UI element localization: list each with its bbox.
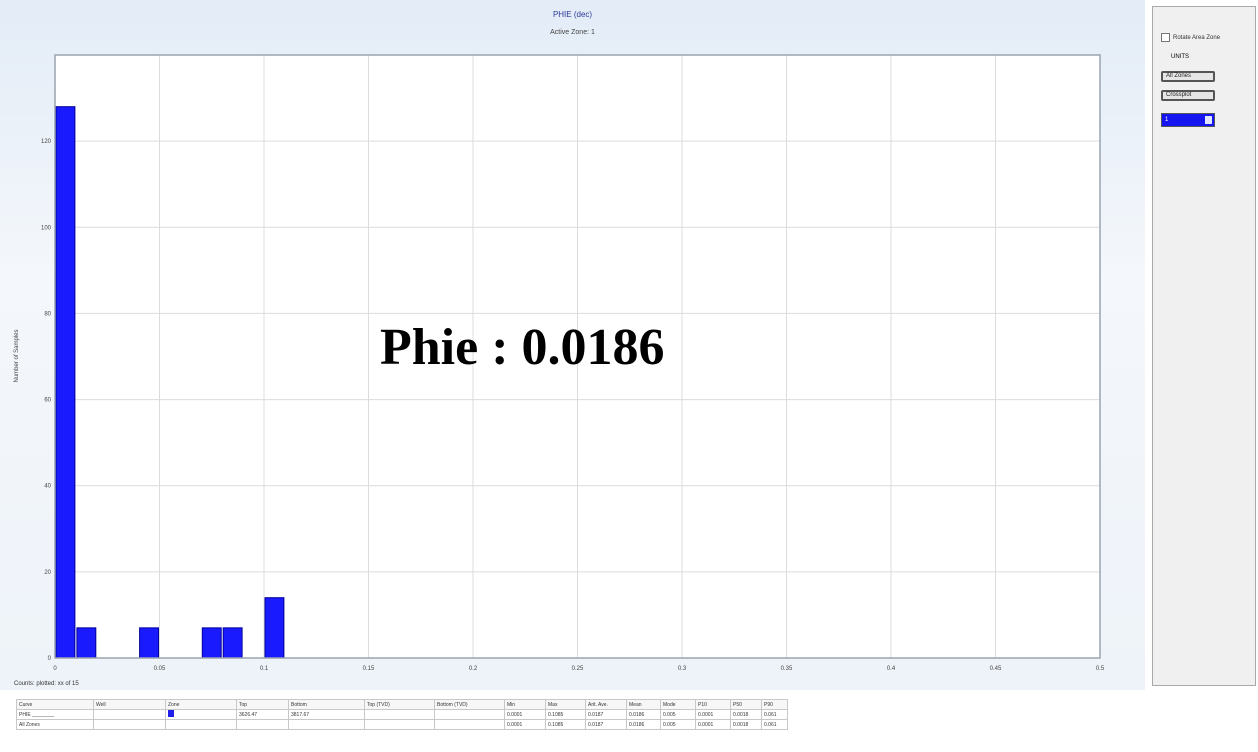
histogram-bar — [76, 627, 97, 659]
table-cell: 3626.47 — [236, 709, 289, 720]
all-zones-button[interactable]: All Zones — [1161, 71, 1215, 82]
x-tick-label: 0.45 — [990, 666, 1002, 672]
y-tick-labels: 0 20 40 60 80 100 120 — [41, 139, 52, 662]
table-cell — [434, 709, 505, 720]
stats-table: Curve Well Zone Top Bottom Top (TVD) Bot… — [16, 699, 788, 730]
table-cell: 0.1085 — [545, 709, 586, 720]
col-header: Bottom — [288, 699, 365, 710]
y-axis-label: Number of Samples — [14, 329, 20, 382]
y-tick-label: 120 — [41, 139, 52, 145]
x-tick-label: 0.15 — [363, 666, 375, 672]
table-cell: 0.0001 — [695, 709, 731, 720]
table-cell: PHIE ________ — [16, 709, 94, 720]
plot-frame — [54, 54, 1101, 659]
table-cell: 0.0187 — [585, 709, 627, 720]
table-cell: 3817.67 — [288, 709, 365, 720]
col-header: P90 — [761, 699, 788, 710]
table-cell — [364, 719, 435, 730]
checkbox-label: Rotate Area Zone — [1173, 35, 1221, 42]
table-cell: 0.0001 — [504, 719, 546, 730]
table-cell: 0.061 — [761, 709, 788, 720]
phie-value-overlay: Phie : 0.0186 — [380, 319, 665, 376]
x-tick-label: 0.25 — [572, 666, 584, 672]
x-tick-label: 0.5 — [1096, 666, 1105, 672]
count-line: Counts: plotted: xx of 15 — [14, 681, 79, 687]
color-swatch — [168, 710, 174, 717]
col-header: Arit. Ave. — [585, 699, 627, 710]
col-header: Mode — [660, 699, 696, 710]
table-cell: 0.061 — [761, 719, 788, 730]
x-tick-label: 0.2 — [469, 666, 478, 672]
col-header: Mean — [626, 699, 661, 710]
histogram-bar — [264, 597, 285, 659]
table-cell: 0.0186 — [626, 709, 661, 720]
x-tick-label: 0 — [53, 666, 57, 672]
chart-title: PHIE (dec) — [552, 10, 593, 19]
histogram-bar — [201, 627, 222, 659]
col-header: Top (TVD) — [364, 699, 435, 710]
table-header-row: Curve Well Zone Top Bottom Top (TVD) Bot… — [16, 699, 788, 710]
y-tick-label: 60 — [44, 398, 51, 404]
table-cell: 0.0001 — [504, 709, 546, 720]
x-tick-label: 0.3 — [678, 666, 687, 672]
col-header: P50 — [730, 699, 762, 710]
table-cell — [288, 719, 365, 730]
col-header: P10 — [695, 699, 731, 710]
rotate-checkbox[interactable]: Rotate Area Zone — [1161, 33, 1220, 42]
table-cell: 0.1085 — [545, 719, 586, 730]
table-cell — [434, 719, 505, 730]
x-tick-label: 0.05 — [154, 666, 166, 672]
y-tick-label: 80 — [44, 311, 51, 317]
x-tick-label: 0.35 — [781, 666, 793, 672]
chart-subtitle: Active Zone: 1 — [550, 29, 595, 36]
zone-select-value: 1 — [1165, 117, 1169, 123]
y-tick-label: 20 — [44, 570, 51, 576]
y-tick-label: 40 — [44, 484, 51, 490]
table-row: All Zones 0.0001 0.1085 0.0187 0.0186 0.… — [16, 719, 788, 730]
col-header: Curve — [16, 699, 94, 710]
checkbox-box[interactable] — [1161, 33, 1170, 42]
table-cell: 0.0186 — [626, 719, 661, 730]
y-tick-label: 100 — [41, 225, 52, 231]
table-cell: 0.005 — [660, 719, 696, 730]
x-tick-labels: 0 0.05 0.1 0.15 0.2 0.25 0.3 0.35 0.4 0.45 0.5 — [53, 666, 1105, 672]
histogram-bar — [55, 106, 76, 659]
col-header: Top — [236, 699, 289, 710]
table-cell — [165, 719, 237, 730]
zone-select[interactable]: 1 — [1161, 113, 1215, 127]
dropdown-arrow-icon[interactable] — [1205, 116, 1212, 124]
units-label: UNITS — [1171, 54, 1189, 60]
col-header: Zone — [165, 699, 237, 710]
table-row: PHIE ________ 3626.47 3817.67 0.0001 0.1… — [16, 709, 788, 720]
table-cell — [165, 709, 237, 720]
table-cell — [93, 709, 166, 720]
col-header: Well — [93, 699, 166, 710]
chart-area: PHIE (dec) Active Zone: 1 0 0.05 0.1 0.15 0.… — [0, 0, 1145, 690]
col-header: Max — [545, 699, 586, 710]
table-cell: 0.0018 — [730, 709, 762, 720]
table-cell: 0.0018 — [730, 719, 762, 730]
table-cell — [93, 719, 166, 730]
col-header: Min — [504, 699, 546, 710]
right-panel: Rotate Area Zone UNITS All Zones Crosspl… — [1152, 6, 1256, 686]
table-cell: 0.0001 — [695, 719, 731, 730]
col-header: Bottom (TVD) — [434, 699, 505, 710]
histogram-bar — [222, 627, 243, 659]
x-tick-label: 0.1 — [260, 666, 269, 672]
table-cell — [236, 719, 289, 730]
table-cell: 0.0187 — [585, 719, 627, 730]
histogram-bar — [139, 627, 160, 659]
x-tick-label: 0.4 — [887, 666, 896, 672]
table-cell: All Zones — [16, 719, 94, 730]
table-cell — [364, 709, 435, 720]
crossplot-button[interactable]: Crossplot — [1161, 90, 1215, 101]
y-tick-label: 0 — [48, 656, 52, 662]
histogram-chart: 0 0.05 0.1 0.15 0.2 0.25 0.3 0.35 0.4 0.45 0.5 0 20… — [14, 54, 1105, 672]
table-cell: 0.005 — [660, 709, 696, 720]
